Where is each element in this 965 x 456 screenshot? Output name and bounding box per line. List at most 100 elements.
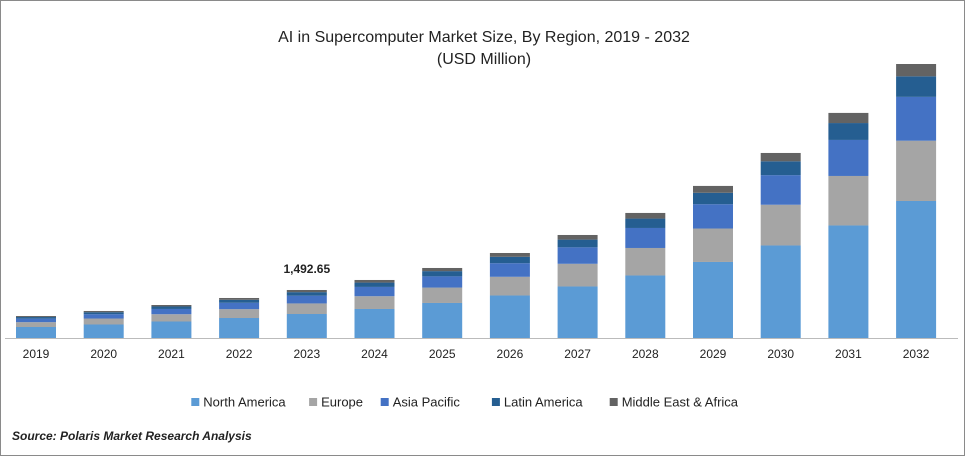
bar-segment [625, 218, 666, 228]
bar-segment [422, 276, 463, 288]
bar-segment [422, 267, 463, 272]
legend-swatch [609, 398, 618, 406]
x-tick-label: 2029 [700, 347, 727, 361]
legend-label: Asia Pacific [393, 394, 461, 409]
bar-segment [760, 245, 801, 338]
x-tick-label: 2026 [497, 347, 524, 361]
bar-segment [828, 139, 869, 176]
bar-segment [557, 263, 598, 287]
x-tick-label: 2024 [361, 347, 388, 361]
bar-segment [625, 212, 666, 219]
bar-segment [151, 321, 192, 338]
bar-segment [557, 234, 598, 240]
bar-segment [760, 161, 801, 176]
bar-segment [354, 308, 395, 338]
bar-segment [286, 313, 327, 338]
bar-segment [219, 297, 260, 300]
x-tick-label: 2030 [767, 347, 794, 361]
bar-segment [286, 289, 327, 293]
bar-segment [760, 204, 801, 246]
bar-segment [625, 247, 666, 276]
bar-segment [16, 322, 56, 328]
bar-segment [557, 286, 598, 338]
annotation: 1,492.65 [283, 262, 330, 276]
x-tick-label: 2025 [429, 347, 456, 361]
bar-segment [896, 140, 937, 201]
bar-segment [828, 112, 869, 124]
bar-segment [83, 312, 124, 315]
bar-segment [896, 96, 937, 141]
bar-segment [828, 123, 869, 140]
x-tick-label: 2031 [835, 347, 862, 361]
x-tick-label: 2023 [293, 347, 320, 361]
bar-segment [896, 76, 937, 97]
legend-label: Latin America [504, 394, 584, 409]
bar-segment [557, 239, 598, 248]
legend-swatch [309, 398, 318, 406]
legend-label: Middle East & Africa [622, 394, 739, 409]
bar-segment [489, 252, 530, 257]
legend-swatch [191, 398, 200, 406]
bar-segment [16, 318, 56, 323]
bar-segment [354, 279, 395, 283]
bar-segment [828, 225, 869, 338]
bar-segment [219, 302, 260, 310]
bar-segment [422, 287, 463, 303]
bar-segment [760, 152, 801, 162]
x-tick-label: 2022 [226, 347, 253, 361]
bar-segment [760, 175, 801, 205]
bar-segment [83, 324, 124, 338]
legend-swatch [491, 398, 500, 406]
bar-segment [286, 303, 327, 314]
legend-label: Europe [321, 394, 363, 409]
bar-segment [693, 185, 733, 193]
bar-segment [354, 282, 395, 287]
bar-segment [83, 314, 124, 319]
bar-segment [489, 263, 530, 277]
bar-segment [354, 296, 395, 309]
bar-segment [625, 227, 666, 248]
bar-segment [489, 256, 530, 264]
legend-swatch [380, 398, 389, 406]
bar-segment [896, 200, 937, 338]
bar-segment [219, 309, 260, 318]
bar-segment [489, 276, 530, 296]
bar-segment [286, 295, 327, 304]
bar-segment [828, 175, 869, 226]
legend-label: North America [203, 394, 286, 409]
bar-segment [151, 306, 192, 309]
bar-segment [83, 310, 124, 313]
bar-segment [625, 275, 666, 338]
bar-segment [693, 204, 733, 229]
bar-segment [151, 314, 192, 322]
bar-segment [557, 247, 598, 264]
chart-subtitle: (USD Million) [437, 51, 531, 68]
bar-segment [422, 271, 463, 277]
bar-segment [219, 299, 260, 303]
x-tick-label: 2032 [903, 347, 930, 361]
bar-segment [16, 316, 56, 318]
chart-title: AI in Supercomputer Market Size, By Regi… [278, 29, 690, 46]
x-tick-label: 2028 [632, 347, 659, 361]
bar-segment [693, 228, 733, 262]
bar-segment [354, 286, 395, 297]
x-tick-label: 2020 [90, 347, 117, 361]
bar-segment [16, 317, 56, 319]
bar-segment [151, 308, 192, 315]
bar-segment [896, 64, 937, 77]
bar-segment [16, 327, 56, 338]
bar-segment [489, 295, 530, 338]
bar-segment [693, 261, 733, 338]
bar-segment [151, 305, 192, 307]
x-tick-label: 2019 [23, 347, 50, 361]
bar-segment [422, 302, 463, 338]
bar-segment [693, 192, 733, 205]
source: Source: Polaris Market Research Analysis [12, 429, 252, 443]
bar-segment [83, 318, 124, 325]
x-tick-label: 2027 [564, 347, 591, 361]
bar-segment [219, 317, 260, 338]
bar-segment [286, 292, 327, 296]
x-tick-label: 2021 [158, 347, 185, 361]
